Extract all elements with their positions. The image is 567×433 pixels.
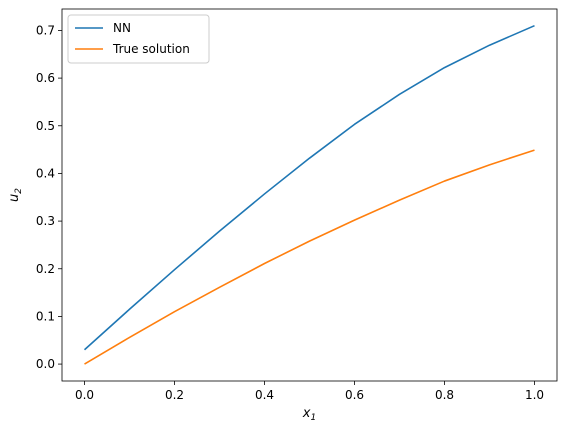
plot-frame [61, 8, 558, 382]
y-tick-label: 0.5 [36, 119, 55, 133]
y-tick-label: 0.2 [36, 262, 55, 276]
y-axis-label: u2 [7, 188, 24, 202]
legend-box [67, 14, 210, 64]
x-axis: 0.0 0.2 0.4 0.6 0.8 1.0 [75, 381, 544, 402]
x-axis-label: x1 [302, 406, 316, 423]
x-tick-label: 0.2 [165, 388, 184, 402]
y-tick-label: 0.0 [36, 357, 55, 371]
y-tick-label: 0.3 [36, 214, 55, 228]
series-lines [83, 24, 535, 365]
legend-entry-0: NN [113, 21, 131, 35]
x-tick-label: 1.0 [525, 388, 544, 402]
series-line-0 [83, 24, 535, 351]
x-tick-label: 0.4 [255, 388, 274, 402]
legend: NN True solution [67, 14, 210, 64]
x-tick-label: 0.8 [435, 388, 454, 402]
y-tick-label: 0.7 [36, 23, 55, 37]
y-tick-label: 0.6 [36, 71, 55, 85]
y-axis: 0.0 0.1 0.2 0.3 0.4 0.5 0.6 0.7 [36, 23, 62, 371]
x-tick-label: 0.6 [345, 388, 364, 402]
y-tick-label: 0.1 [36, 309, 55, 323]
y-tick-label: 0.4 [36, 166, 55, 180]
series-line-1 [84, 149, 535, 365]
x-tick-label: 0.0 [75, 388, 94, 402]
legend-entry-1: True solution [112, 42, 190, 56]
